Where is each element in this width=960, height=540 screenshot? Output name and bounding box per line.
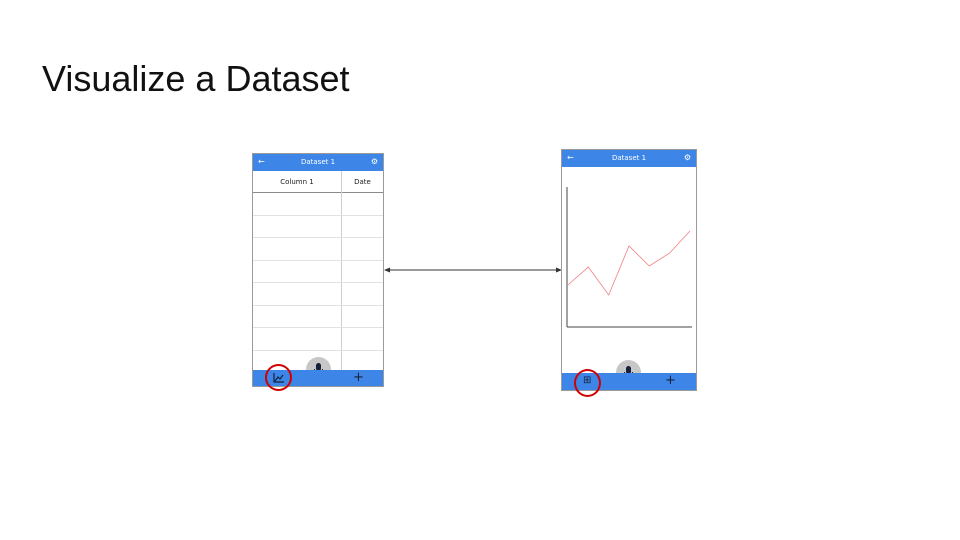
highlight-table-icon-circle <box>574 369 601 397</box>
table-row[interactable] <box>253 214 383 216</box>
table-row[interactable] <box>253 327 383 328</box>
column-header-column-1[interactable]: Column 1 <box>280 178 314 186</box>
settings-gear-icon[interactable]: ⚙ <box>683 153 691 162</box>
chart-view-phone: ← Dataset 1 ⚙ ⊞ + <box>561 149 697 391</box>
table-row[interactable] <box>253 259 383 261</box>
column-divider <box>341 171 342 370</box>
add-row-button[interactable]: + <box>665 373 676 388</box>
line-chart <box>566 187 692 328</box>
slide-title: Visualize a Dataset <box>42 58 350 99</box>
table-row[interactable] <box>253 282 383 283</box>
app-header: ← Dataset 1 ⚙ <box>562 150 696 167</box>
table-row[interactable] <box>253 304 383 306</box>
header-title: Dataset 1 <box>300 158 336 166</box>
back-arrow-icon[interactable]: ← <box>567 153 574 162</box>
add-row-button[interactable]: + <box>353 370 364 385</box>
table-view-phone: ← Dataset 1 ⚙ Column 1 Date + <box>252 153 384 387</box>
highlight-chart-icon-circle <box>265 364 292 391</box>
settings-gear-icon[interactable]: ⚙ <box>370 157 378 166</box>
back-arrow-icon[interactable]: ← <box>258 157 265 166</box>
table-row[interactable] <box>253 349 383 351</box>
app-header: ← Dataset 1 ⚙ <box>253 154 383 171</box>
table-row[interactable] <box>253 237 383 238</box>
series-line-0 <box>567 230 691 296</box>
header-title: Dataset 1 <box>611 154 647 162</box>
column-header-date[interactable]: Date <box>354 178 371 186</box>
double-arrow-connector <box>384 267 562 273</box>
table-header: Column 1 Date <box>253 171 383 193</box>
